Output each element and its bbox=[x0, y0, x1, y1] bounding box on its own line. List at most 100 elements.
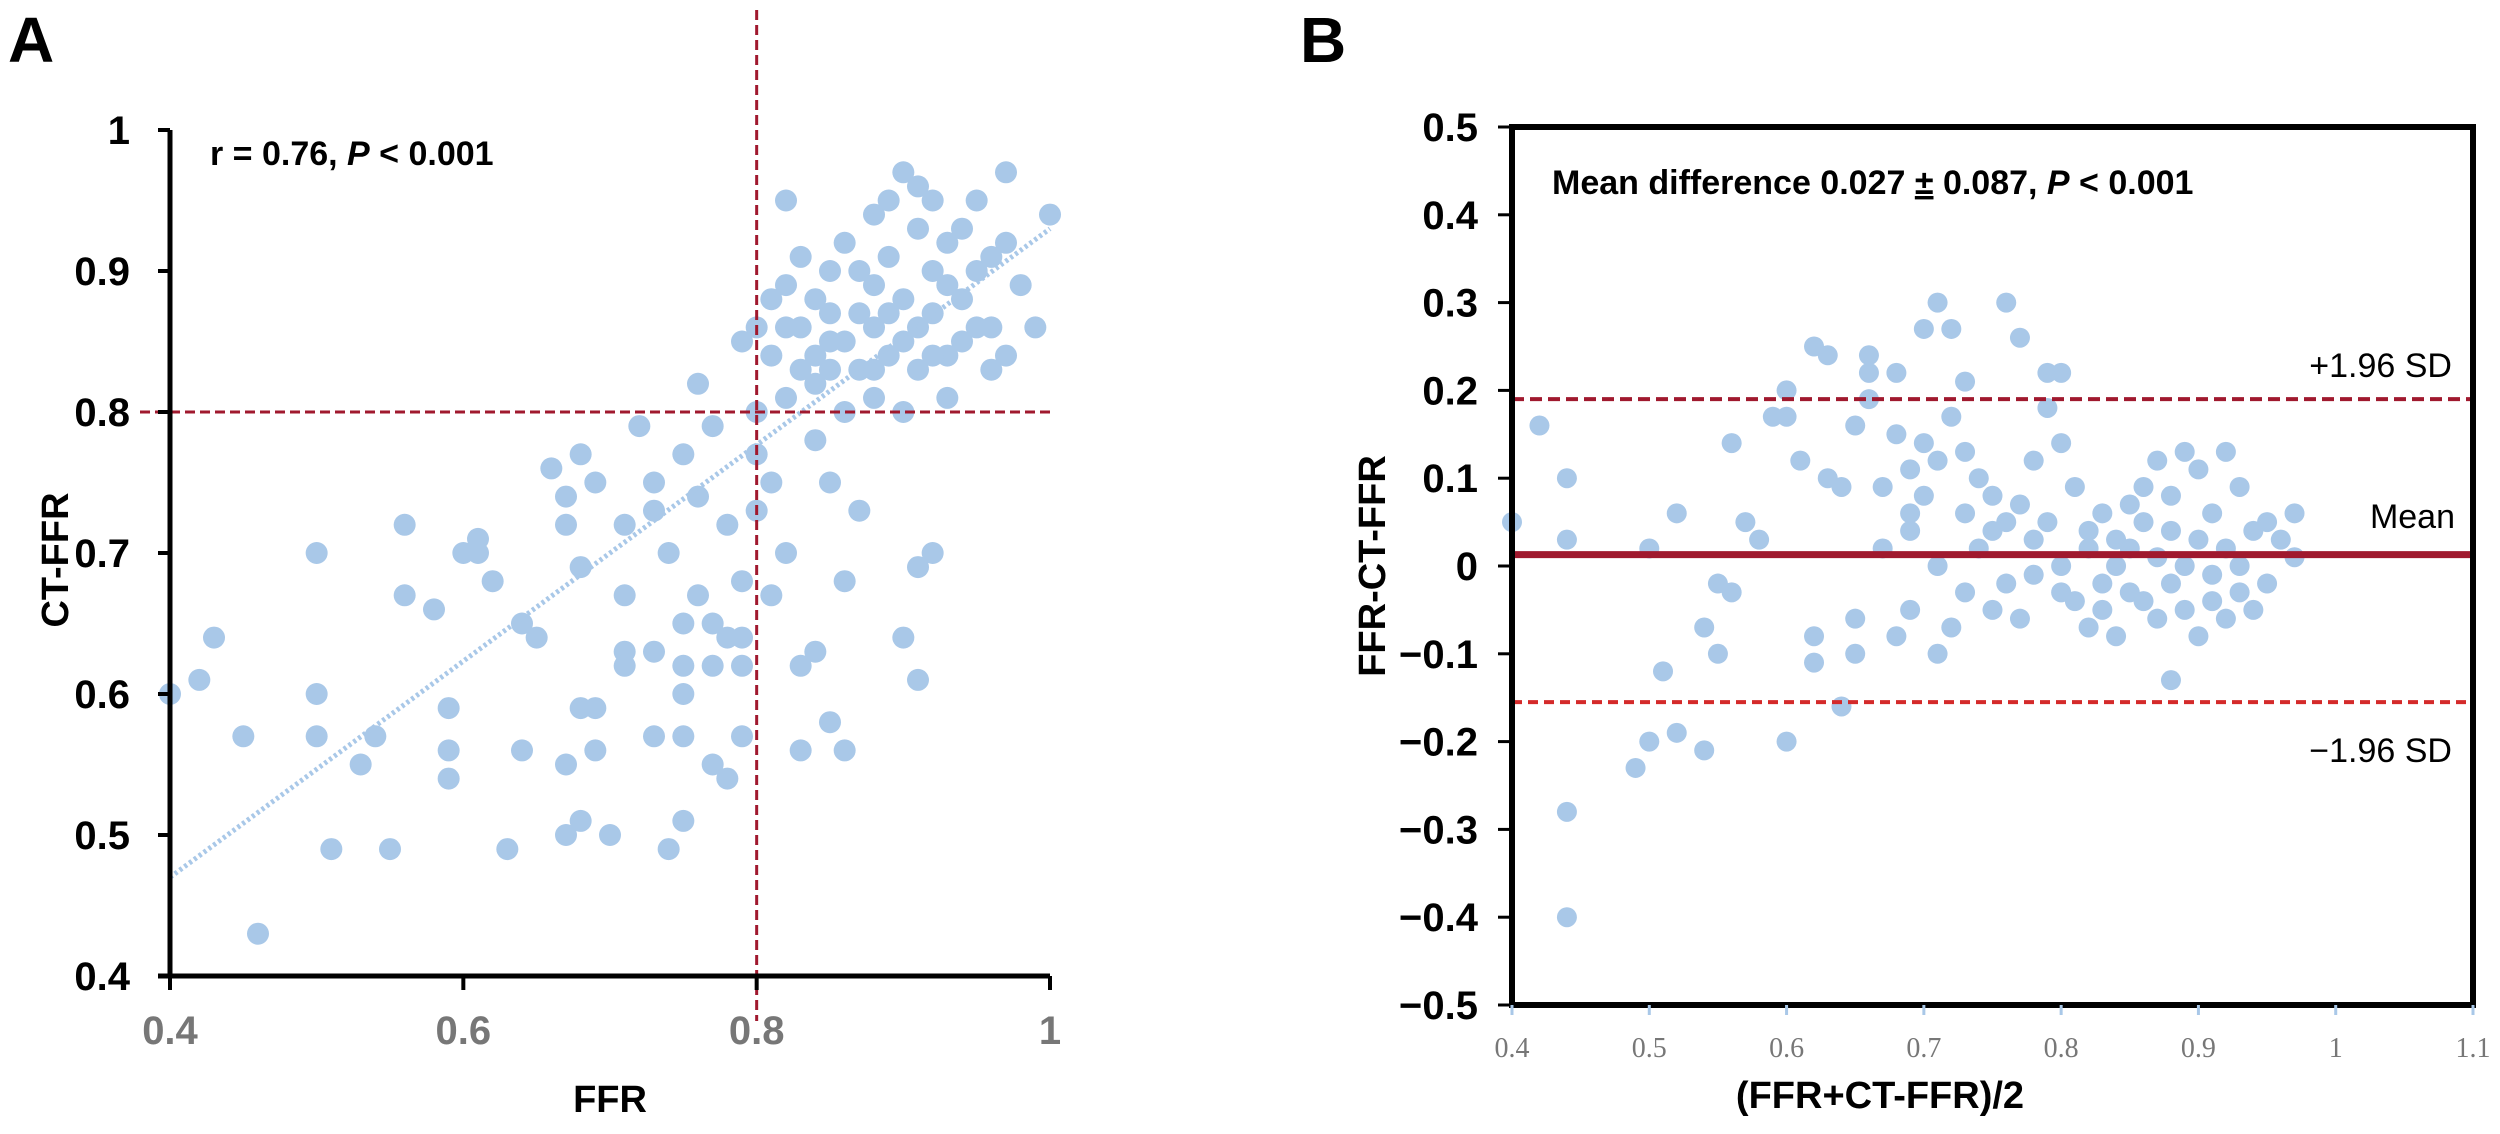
data-point bbox=[1913, 318, 1934, 339]
x-tick-label: 0.6 bbox=[1769, 1033, 1804, 1064]
data-point bbox=[936, 231, 959, 254]
data-point bbox=[2270, 529, 2291, 550]
data-point bbox=[848, 260, 871, 282]
y-tick-label: 0.7 bbox=[74, 532, 130, 576]
data-point bbox=[1996, 512, 2017, 533]
data-point bbox=[687, 372, 709, 395]
data-point bbox=[613, 584, 636, 607]
data-point bbox=[1707, 643, 1728, 664]
panel-b-ticks: −0.5 −0.4 −0.3 −0.2 −0.1 0 0.1 0.2 0.3 0.4 0.5 0.4 0… bbox=[1399, 106, 2490, 1064]
data-point bbox=[569, 443, 592, 466]
data-point bbox=[2119, 494, 2140, 515]
data-point bbox=[1024, 316, 1047, 339]
data-point bbox=[921, 189, 944, 212]
data-point bbox=[804, 288, 827, 311]
plot-frame bbox=[1509, 124, 2476, 1008]
data-point bbox=[1039, 203, 1061, 226]
data-point bbox=[892, 288, 915, 311]
data-point bbox=[2023, 564, 2044, 585]
y-tick-label: −0.5 bbox=[1399, 984, 1478, 1028]
trend-line bbox=[168, 226, 1052, 880]
data-point bbox=[643, 471, 665, 494]
panel-a-scatter: 0.4 0.5 0.6 0.7 0.8 0.9 1 0.4 0.6 0.8 1 r = 0.76, … bbox=[35, 10, 1061, 1121]
data-point bbox=[423, 598, 445, 621]
data-point bbox=[203, 626, 225, 649]
data-point bbox=[907, 217, 929, 240]
data-point bbox=[613, 654, 636, 677]
data-point bbox=[1009, 274, 1032, 297]
data-point bbox=[1831, 476, 1852, 497]
data-point bbox=[2023, 529, 2044, 550]
data-point bbox=[804, 640, 827, 663]
data-point bbox=[731, 725, 753, 748]
data-point bbox=[819, 302, 841, 325]
data-point bbox=[320, 838, 343, 861]
data-point bbox=[2160, 573, 2181, 594]
data-point bbox=[1721, 433, 1742, 454]
data-point bbox=[540, 457, 563, 480]
data-point bbox=[1900, 599, 1921, 620]
data-point bbox=[892, 330, 915, 353]
data-point bbox=[643, 725, 665, 748]
data-point bbox=[1913, 433, 1934, 454]
data-point bbox=[1721, 582, 1742, 603]
data-point bbox=[907, 175, 929, 198]
x-tick-label: 1 bbox=[1039, 1009, 1061, 1053]
data-point bbox=[819, 471, 841, 494]
data-point bbox=[305, 683, 328, 705]
data-point bbox=[1831, 696, 1852, 717]
data-point bbox=[995, 231, 1017, 254]
data-point bbox=[731, 626, 753, 649]
data-point bbox=[305, 542, 328, 564]
data-point bbox=[1927, 556, 1948, 576]
data-point bbox=[2051, 556, 2072, 576]
x-tick-label: 0.4 bbox=[142, 1009, 198, 1053]
data-point bbox=[2160, 670, 2181, 691]
data-point bbox=[2160, 485, 2181, 506]
data-point bbox=[995, 161, 1017, 184]
data-point bbox=[1639, 731, 1660, 752]
data-point bbox=[1556, 801, 1577, 822]
data-point bbox=[379, 838, 401, 861]
data-point bbox=[863, 316, 885, 339]
data-point bbox=[804, 344, 827, 367]
data-point bbox=[965, 316, 988, 339]
data-point bbox=[760, 584, 783, 607]
data-point bbox=[511, 739, 533, 762]
data-point bbox=[1927, 450, 1948, 471]
data-point bbox=[2106, 556, 2127, 576]
data-point bbox=[599, 824, 621, 846]
data-point bbox=[2064, 591, 2085, 612]
data-point bbox=[2215, 441, 2236, 462]
upper-loa-label: +1.96 SD bbox=[2309, 347, 2452, 385]
data-point bbox=[555, 485, 577, 508]
annotation-r-text: r = 0.76, bbox=[210, 135, 347, 173]
data-point bbox=[1927, 292, 1948, 313]
data-point bbox=[951, 288, 973, 311]
data-point bbox=[819, 711, 841, 734]
annotation-p-symbol: P bbox=[347, 135, 370, 173]
panel-b-bland-altman: −0.5 −0.4 −0.3 −0.2 −0.1 0 0.1 0.2 0.3 0.4 0.5 0.4 0… bbox=[1352, 106, 2491, 1117]
data-point bbox=[863, 386, 885, 409]
data-point bbox=[1694, 617, 1715, 638]
data-point bbox=[1749, 529, 1770, 550]
data-point bbox=[1941, 318, 1962, 339]
data-point bbox=[877, 344, 900, 367]
data-point bbox=[819, 260, 841, 282]
data-point bbox=[2092, 573, 2113, 594]
data-point bbox=[687, 584, 709, 607]
data-point bbox=[1955, 441, 1976, 462]
panel-a-x-axis-label: FFR bbox=[573, 1079, 647, 1121]
panel-a-points bbox=[140, 10, 1061, 1021]
panel-label-a: A bbox=[8, 4, 54, 76]
data-point bbox=[672, 809, 695, 832]
data-point bbox=[951, 330, 973, 353]
data-point bbox=[2188, 529, 2209, 550]
y-tick-label: 0.8 bbox=[74, 391, 130, 435]
data-point bbox=[1776, 406, 1797, 427]
y-tick-label: 0.3 bbox=[1422, 282, 1478, 326]
data-point bbox=[2051, 433, 2072, 454]
data-point bbox=[2037, 397, 2058, 418]
x-tick-label: 1 bbox=[2329, 1033, 2343, 1064]
